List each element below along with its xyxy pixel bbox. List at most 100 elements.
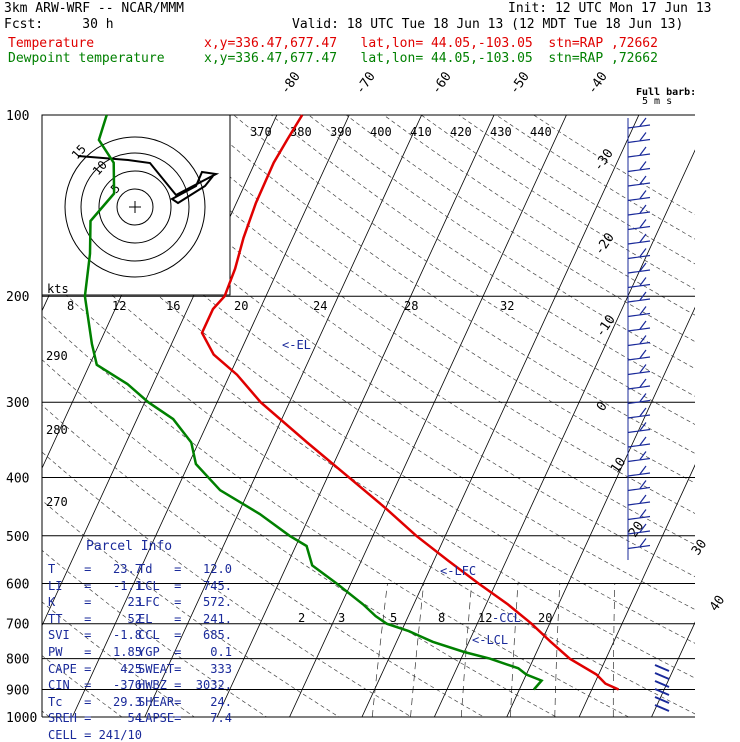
hodograph-scale-label: 12	[112, 299, 126, 313]
isotherm-label: 10	[608, 455, 629, 476]
parcel-level-label: <-LCL	[472, 633, 508, 647]
pressure-tick-label: 700	[6, 618, 29, 633]
isotherm-label: -40	[585, 69, 611, 97]
pressure-tick-label: 300	[6, 396, 29, 411]
theta-label: 290	[46, 349, 68, 363]
parcel-info-shear: SHEAR= 24.	[138, 695, 232, 709]
parcel-info-value: 745.	[188, 578, 232, 593]
wind-barb	[627, 233, 651, 245]
hodograph-trace	[77, 155, 220, 205]
dry-adiabat	[270, 115, 695, 397]
isotherm-label: -60	[429, 69, 455, 97]
parcel-info-value: 241/10	[98, 728, 142, 742]
wind-barb	[627, 523, 651, 535]
mixing-ratio-line	[554, 583, 561, 717]
isotherm-label: -80	[278, 69, 304, 97]
parcel-info-value: 425	[98, 661, 142, 676]
parcel-info-key: SWEAT=	[138, 661, 189, 676]
parcel-info-value: -376	[98, 678, 142, 693]
hodograph-ring	[64, 136, 206, 278]
dry-adiabat	[42, 404, 485, 717]
wind-barb	[627, 190, 651, 202]
parcel-info-li: LI = -1.1	[48, 579, 142, 593]
isotherm-label: -10	[593, 312, 619, 340]
parcel-info-key: EL =	[138, 611, 189, 626]
theta-e-label: 430	[490, 125, 512, 139]
pressure-tick-label: 500	[6, 530, 29, 545]
wind-barb	[627, 306, 651, 318]
parcel-info-key: CAPE =	[48, 661, 99, 676]
theta-e-label: 400	[370, 125, 392, 139]
hodograph-scale-label: 32	[500, 299, 514, 313]
model-title: 3km ARW-WRF -- NCAR/MMM	[4, 1, 185, 16]
parcel-info-title: Parcel Info	[86, 539, 173, 554]
wind-barb	[627, 219, 651, 231]
wind-barb	[627, 407, 651, 419]
wind-barb	[627, 538, 651, 550]
wind-barb	[627, 175, 651, 187]
parcel-info-value: 52	[98, 611, 142, 626]
theta-e-label: 410	[410, 125, 432, 139]
parcel-info-ccl: CCL = 685.	[138, 628, 232, 642]
wind-barb-low	[654, 664, 670, 672]
parcel-info-value: 29.3	[98, 694, 142, 709]
full-barb-speed: 5 m s	[642, 96, 672, 107]
parcel-info-value: 572.	[188, 595, 232, 610]
parcel-info-cell: CELL = 241/10	[48, 728, 142, 742]
parcel-info-lfc: LFC = 572.	[138, 595, 232, 609]
hodograph-scale-label: 20	[234, 299, 248, 313]
isotherm-line	[506, 306, 695, 717]
parcel-info-tt: TT = 52	[48, 612, 142, 626]
parcel-info-key: YGP =	[138, 645, 189, 659]
wind-barb	[627, 248, 651, 260]
wind-barb	[627, 422, 651, 434]
parcel-info-sweat: SWEAT= 333	[138, 662, 232, 676]
dry-adiabat	[42, 655, 123, 717]
parcel-info-panel: Parcel Info T = 23.7 LI = -1.1 K = 23 TT = …	[42, 536, 232, 742]
theta-label: 270	[46, 495, 68, 509]
valid-time: Valid: 18 UTC Tue 18 Jun 13 (12 MDT Tue …	[292, 17, 684, 32]
wind-barb	[627, 335, 651, 347]
parcel-info-ygp: YGP = 0.1	[138, 645, 232, 659]
pressure-tick-label: 1000	[6, 711, 37, 726]
parcel-info-key: SHEAR=	[138, 694, 189, 709]
parcel-info-key: CELL =	[48, 728, 99, 742]
wind-barb	[627, 146, 651, 158]
parcel-info-key: SREH =	[48, 711, 99, 726]
wind-barb	[627, 204, 651, 216]
wind-barb	[627, 393, 651, 405]
parcel-info-value: 54	[98, 711, 142, 726]
parcel-info-value: 12.0	[188, 562, 232, 576]
parcel-level-label: -CCL	[492, 611, 521, 625]
wind-barb	[627, 291, 651, 303]
mixing-ratio-label: 5	[390, 611, 397, 625]
pressure-tick-label: 200	[6, 290, 29, 305]
wind-barb	[627, 277, 651, 289]
pressure-tick-label: 600	[6, 577, 29, 592]
isotherm-label: 40	[707, 593, 728, 614]
full-barb-label: Full barb:	[636, 87, 696, 98]
wind-barb-low	[654, 672, 670, 680]
theta-label: 280	[46, 423, 68, 437]
mixing-ratio-line	[371, 583, 388, 717]
wind-barb	[627, 494, 651, 506]
wind-barb	[627, 436, 651, 448]
parcel-info-lapse: LAPSE= 7.4	[138, 711, 232, 725]
legend-dewpoint: Dewpoint temperature	[8, 51, 165, 66]
parcel-info-key: CIN =	[48, 678, 99, 693]
parcel-info-key: LCL =	[138, 578, 189, 593]
dry-adiabat	[42, 189, 695, 644]
parcel-info-value: 3032.	[188, 678, 232, 693]
wind-barb	[627, 451, 651, 463]
parcel-info-sreh: SREH = 54	[48, 711, 142, 725]
dry-adiabat	[45, 115, 695, 578]
parcel-info-el: EL = 241.	[138, 612, 232, 626]
theta-e-label: 390	[330, 125, 352, 139]
parcel-info-value: 241.	[188, 611, 232, 626]
dry-adiabat	[42, 451, 413, 717]
parcel-info-td: Td = 12.0	[138, 562, 232, 576]
isotherm-line	[651, 621, 695, 717]
dry-adiabat	[420, 115, 695, 290]
parcel-info-svi: SVI = -1.8	[48, 628, 142, 642]
